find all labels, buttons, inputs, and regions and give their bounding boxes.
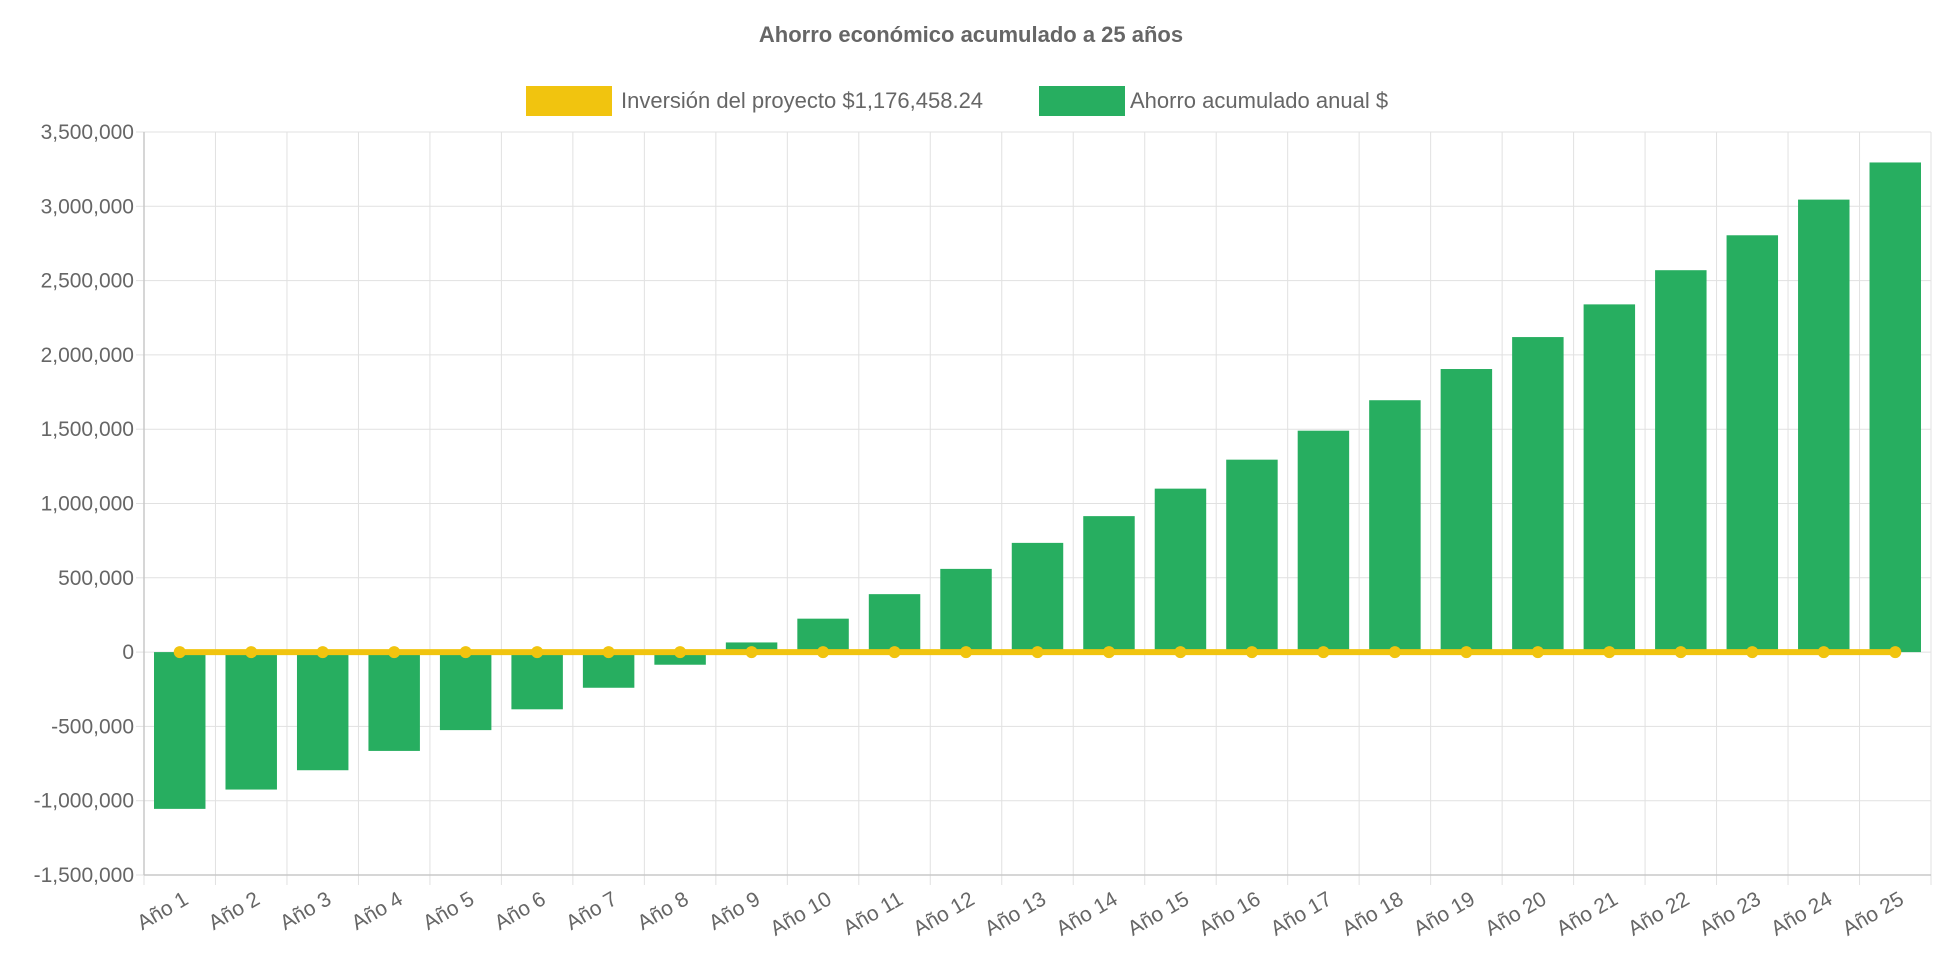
- line-point: [173, 646, 186, 659]
- x-tick-label: Año 16: [1195, 887, 1264, 940]
- x-tick-label: Año 2: [205, 887, 264, 934]
- line-point: [459, 646, 472, 659]
- y-tick-label: 3,000,000: [41, 195, 134, 218]
- line-point: [1102, 646, 1115, 659]
- line-point: [1460, 646, 1473, 659]
- bar: [1369, 400, 1421, 653]
- line-point: [1317, 646, 1330, 659]
- line-point: [1889, 646, 1902, 659]
- x-tick-label: Año 23: [1696, 887, 1765, 940]
- bar: [511, 652, 563, 710]
- line-point: [1746, 646, 1759, 659]
- legend-label: Ahorro acumulado anual $: [1130, 88, 1388, 113]
- x-tick-label: Año 1: [133, 887, 192, 934]
- line-point: [1817, 646, 1830, 659]
- y-tick-label: -1,500,000: [34, 864, 134, 887]
- line-point: [674, 646, 687, 659]
- x-tick-label: Año 10: [766, 887, 835, 940]
- bar: [1655, 270, 1707, 653]
- line-point: [531, 646, 544, 659]
- axes: 3,500,000 3,000,000 2,500,000 2,000,000 1,50…: [34, 121, 1931, 941]
- bar: [296, 652, 349, 771]
- bar: [868, 594, 921, 653]
- x-tick-label: Año 20: [1481, 887, 1550, 940]
- x-tick-label: Año 25: [1839, 887, 1908, 940]
- y-tick-label: 1,500,000: [41, 418, 134, 441]
- bar: [1011, 542, 1064, 653]
- bar: [1226, 459, 1278, 653]
- x-tick-label: Año 19: [1410, 887, 1479, 940]
- x-tick-label: Año 6: [491, 887, 550, 934]
- y-tick-label: -500,000: [51, 715, 134, 738]
- line-point: [602, 646, 615, 659]
- bar: [1083, 516, 1135, 653]
- bar: [1869, 162, 1921, 653]
- line-point: [817, 646, 830, 659]
- legend-swatch: [526, 86, 612, 116]
- bar: [368, 652, 420, 751]
- y-tick-label: 0: [122, 641, 134, 664]
- line-point: [1674, 646, 1687, 659]
- bar: [1726, 235, 1779, 653]
- line-series: [173, 646, 1902, 659]
- legend-label: Inversión del proyecto $1,176,458.24: [621, 88, 983, 113]
- bar: [1440, 369, 1493, 653]
- legend: Inversión del proyecto $1,176,458.24 Ahor…: [526, 86, 1388, 116]
- x-tick-label: Año 4: [348, 887, 407, 935]
- bar: [225, 652, 277, 790]
- bar: [654, 652, 706, 665]
- bar-series: [154, 162, 1921, 809]
- x-tick-label: Año 12: [909, 887, 978, 940]
- x-tick-label: Año 8: [634, 887, 693, 934]
- line-point: [388, 646, 401, 659]
- bar: [154, 652, 206, 809]
- line-point: [1603, 646, 1616, 659]
- bar: [1154, 488, 1207, 653]
- bar: [1512, 337, 1564, 653]
- line-point: [888, 646, 901, 659]
- x-tick-label: Año 18: [1338, 887, 1407, 940]
- legend-swatch: [1039, 86, 1125, 116]
- bar: [439, 652, 492, 731]
- x-tick-label: Año 21: [1553, 887, 1622, 940]
- bar: [1297, 430, 1350, 653]
- y-tick-label: 1,000,000: [41, 493, 134, 516]
- bar: [1583, 304, 1636, 653]
- x-tick-label: Año 17: [1267, 887, 1336, 940]
- x-tick-label: Año 3: [276, 887, 335, 934]
- x-tick-label: Año 13: [981, 887, 1050, 940]
- x-tick-label: Año 7: [562, 887, 621, 934]
- x-tick-label: Año 11: [839, 887, 907, 939]
- line-point: [1174, 646, 1187, 659]
- y-tick-label: 500,000: [58, 567, 134, 590]
- y-tick-label: 2,000,000: [41, 344, 134, 367]
- x-tick-label: Año 15: [1124, 887, 1193, 940]
- line-point: [1531, 646, 1544, 659]
- x-tick-label: Año 5: [419, 887, 478, 934]
- line-point: [316, 646, 329, 659]
- chart-title: Ahorro económico acumulado a 25 años: [759, 22, 1183, 47]
- line-point: [960, 646, 973, 659]
- x-tick-label: Año 22: [1624, 887, 1693, 940]
- line-point: [245, 646, 258, 659]
- x-tick-label: Año 24: [1767, 887, 1836, 940]
- y-tick-label: 3,500,000: [41, 121, 134, 144]
- line-point: [1031, 646, 1044, 659]
- bar: [1798, 199, 1850, 653]
- y-tick-label: 2,500,000: [41, 270, 134, 293]
- line-point: [1388, 646, 1401, 659]
- x-tick-label: Año 14: [1052, 887, 1121, 940]
- line-point: [745, 646, 758, 659]
- line-point: [1245, 646, 1258, 659]
- bar: [940, 568, 992, 653]
- x-tick-label: Año 9: [705, 887, 764, 934]
- y-tick-label: -1,000,000: [34, 790, 134, 813]
